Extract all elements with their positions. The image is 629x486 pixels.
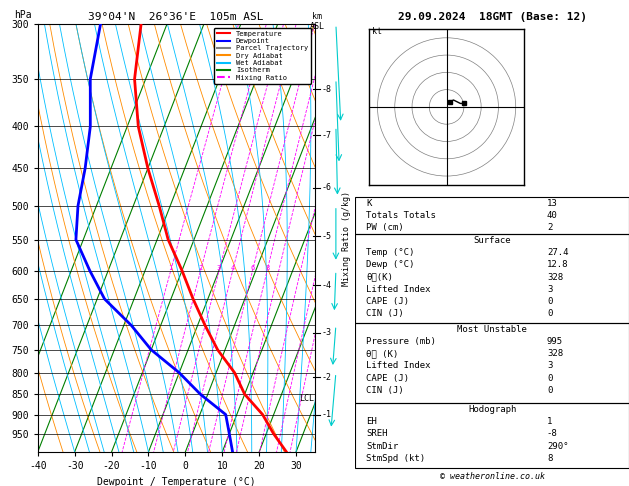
Text: K: K — [366, 199, 372, 208]
Text: 0: 0 — [547, 374, 552, 382]
Title: 39°04'N  26°36'E  105m ASL: 39°04'N 26°36'E 105m ASL — [88, 12, 264, 22]
Text: θᴇ(K): θᴇ(K) — [366, 273, 393, 281]
Text: 995: 995 — [547, 337, 563, 346]
Text: -7: -7 — [321, 131, 331, 140]
Text: 3: 3 — [217, 264, 221, 271]
Text: 29.09.2024  18GMT (Base: 12): 29.09.2024 18GMT (Base: 12) — [398, 12, 587, 22]
X-axis label: Dewpoint / Temperature (°C): Dewpoint / Temperature (°C) — [97, 477, 255, 486]
Bar — [355, 234, 629, 323]
Text: 27.4: 27.4 — [547, 248, 569, 257]
Bar — [355, 197, 629, 234]
Text: 0: 0 — [547, 297, 552, 306]
Text: StmDir: StmDir — [366, 442, 399, 451]
Text: 3: 3 — [547, 285, 552, 294]
Text: LCL: LCL — [299, 394, 314, 403]
Text: 328: 328 — [547, 273, 563, 281]
Text: 328: 328 — [547, 349, 563, 358]
Bar — [355, 403, 629, 468]
Text: 40: 40 — [547, 211, 558, 220]
Text: 0: 0 — [547, 386, 552, 395]
Text: -2: -2 — [321, 373, 331, 382]
Text: -1: -1 — [321, 410, 331, 419]
Text: hPa: hPa — [14, 10, 32, 20]
Text: Most Unstable: Most Unstable — [457, 325, 527, 334]
Text: 3: 3 — [547, 362, 552, 370]
Text: Lifted Index: Lifted Index — [366, 362, 431, 370]
Text: © weatheronline.co.uk: © weatheronline.co.uk — [440, 472, 545, 481]
Legend: Temperature, Dewpoint, Parcel Trajectory, Dry Adiabat, Wet Adiabat, Isotherm, Mi: Temperature, Dewpoint, Parcel Trajectory… — [214, 28, 311, 84]
Text: -8: -8 — [547, 430, 558, 438]
Text: 0: 0 — [547, 309, 552, 318]
Text: 4: 4 — [231, 264, 235, 271]
Text: Totals Totals: Totals Totals — [366, 211, 436, 220]
Text: -8: -8 — [321, 85, 331, 94]
Text: -4: -4 — [321, 280, 331, 290]
Text: 1: 1 — [169, 264, 173, 271]
Text: 6: 6 — [250, 264, 255, 271]
Text: Surface: Surface — [474, 236, 511, 245]
Text: EH: EH — [366, 417, 377, 426]
Text: Pressure (mb): Pressure (mb) — [366, 337, 436, 346]
Text: -5: -5 — [321, 232, 331, 241]
Text: 2: 2 — [547, 223, 552, 232]
Text: CAPE (J): CAPE (J) — [366, 297, 409, 306]
Text: StmSpd (kt): StmSpd (kt) — [366, 454, 425, 463]
Text: 8: 8 — [265, 264, 269, 271]
Text: CIN (J): CIN (J) — [366, 386, 404, 395]
Text: 12.8: 12.8 — [547, 260, 569, 269]
Text: 8: 8 — [547, 454, 552, 463]
Text: Lifted Index: Lifted Index — [366, 285, 431, 294]
Text: 290°: 290° — [547, 442, 569, 451]
Text: Hodograph: Hodograph — [468, 405, 516, 414]
Text: -3: -3 — [321, 329, 331, 337]
Bar — [355, 323, 629, 403]
Text: CAPE (J): CAPE (J) — [366, 374, 409, 382]
Text: PW (cm): PW (cm) — [366, 223, 404, 232]
Text: -6: -6 — [321, 183, 331, 192]
Text: 2: 2 — [199, 264, 203, 271]
Text: Temp (°C): Temp (°C) — [366, 248, 415, 257]
Text: SREH: SREH — [366, 430, 388, 438]
Text: Dewp (°C): Dewp (°C) — [366, 260, 415, 269]
Text: 13: 13 — [547, 199, 558, 208]
Text: km
ASL: km ASL — [310, 12, 325, 32]
Text: 1: 1 — [547, 417, 552, 426]
Text: θᴇ (K): θᴇ (K) — [366, 349, 399, 358]
Text: kt: kt — [372, 27, 382, 36]
Text: CIN (J): CIN (J) — [366, 309, 404, 318]
Text: Mixing Ratio (g/kg): Mixing Ratio (g/kg) — [342, 191, 352, 286]
